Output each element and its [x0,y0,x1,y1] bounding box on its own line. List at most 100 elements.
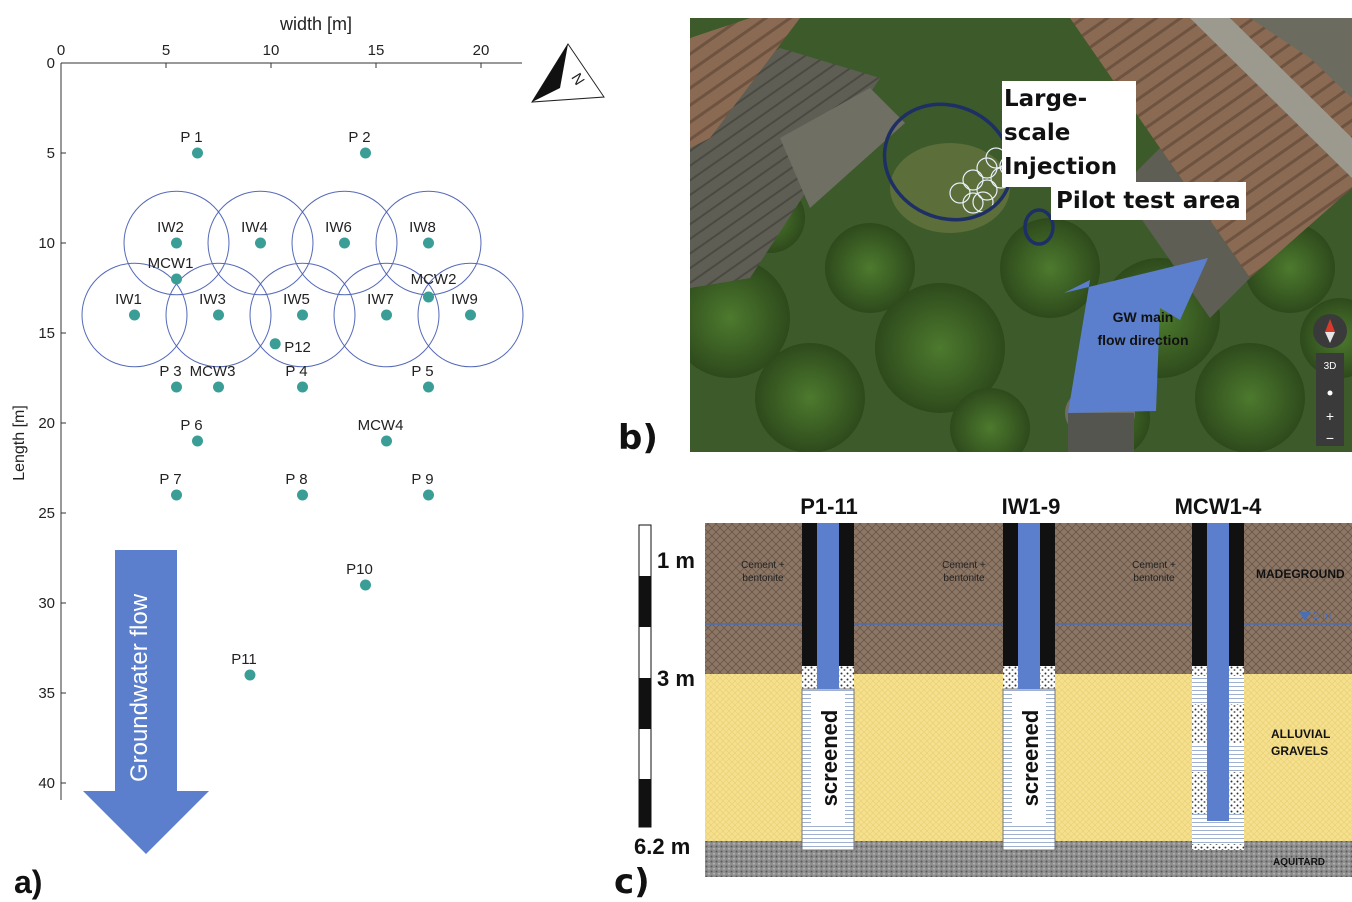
y-axis-title: Length [m] [11,405,28,481]
y-tick-label: 25 [38,505,55,522]
well-iw1-9-column: screened IW1-9 [1002,494,1060,851]
well-point [171,489,182,501]
pilot-test-area-callout: Pilot test area [1051,182,1246,220]
influence-circle [333,262,440,368]
well-point [192,147,203,159]
well-point [171,273,182,285]
well-point [423,291,434,303]
well-label: IW7 [367,291,394,308]
map-controls[interactable]: 3D + − [1313,314,1347,446]
well-label: IW1 [115,291,142,308]
satellite-image: GW main flow direction 3D + − [690,18,1352,452]
well-p1-11-column: screened P1-11 [800,494,858,851]
fill-label-mcw-2: bentonite [1133,573,1175,584]
well-label: P12 [284,339,311,356]
well-label: P 1 [180,129,202,146]
map-3d-button[interactable]: 3D [1324,361,1337,372]
influence-circle [291,190,398,296]
large-scale-injection-callout: Large-scale Injection [1002,81,1136,187]
well-point [297,381,308,393]
groundwater-flow-arrow: Groundwater flow [83,550,209,854]
layer-label-gravels: GRAVELS [1271,744,1328,758]
well-label: P 7 [159,471,181,488]
well-label: P10 [346,561,373,578]
well-point [213,309,224,321]
well-title-p: P1-11 [800,494,858,519]
x-ticks: 0 5 10 15 20 [57,42,490,68]
well-label: P 2 [348,129,370,146]
well-point [255,237,266,249]
large-scale-area-outline [882,102,1014,222]
well-point [192,435,203,447]
well-point [381,435,392,447]
layer-label-aquitard: AQUITARD [1273,857,1325,868]
gw-flow-arrow: GW main flow direction [1064,258,1208,413]
well-layout-map: width [m] Length [m] 0 5 10 15 20 0 5 10 15 20 25… [11,14,605,900]
satellite-photo: GW main flow direction 3D + − Large-scal… [690,18,1352,452]
fill-label-mcw-1: Cement + [1132,560,1176,571]
scale-label-6-2m: 6.2 m [634,834,690,859]
well-point [297,489,308,501]
well-point [360,579,371,591]
well-cross-section: 2 m screened P1-11 screened IW1-9 MCW1-4… [634,494,1352,877]
y-tick-label: 10 [38,235,55,252]
y-ticks: 0 5 10 15 20 25 30 35 40 [38,55,66,792]
fill-label-p-1: Cement + [741,560,785,571]
water-level-label: 2 m [1313,610,1331,622]
y-tick-label: 40 [38,775,55,792]
influence-circle [123,190,230,296]
pilot-area-outline [1023,208,1055,246]
scale-label-3m: 3 m [657,666,695,691]
y-tick-label: 0 [47,55,55,72]
screen-label-iw: screened [1018,710,1043,807]
fill-label-p-2: bentonite [742,573,784,584]
well-label: P11 [231,651,257,668]
well-point [244,669,256,681]
map-locate-icon[interactable] [1327,390,1333,396]
well-point [171,237,182,249]
x-axis-title: width [m] [279,14,352,34]
influence-circle [249,262,356,368]
y-tick-label: 30 [38,595,55,612]
well-label: P 3 [159,363,181,380]
map-zoom-in-button[interactable]: + [1326,408,1334,424]
layer-label-madeground: MADEGROUND [1256,567,1345,581]
fill-label-iw-1: Cement + [942,560,986,571]
well-label: P 6 [180,417,202,434]
well-label: MCW4 [358,417,404,434]
well-label: P 9 [411,471,433,488]
influence-circle [165,262,272,368]
well-title-mcw: MCW1-4 [1175,494,1263,519]
well-label: MCW1 [148,255,194,272]
well-point [339,237,350,249]
depth-scale-bar: 1 m 3 m 6.2 m [634,524,695,859]
callout-line-2: Injection [1004,154,1118,180]
groundwater-flow-label: Groundwater flow [126,593,153,782]
well-point [423,237,434,249]
x-tick-label: 15 [368,42,385,59]
gw-arrow-text-1: GW main [1113,309,1174,325]
x-tick-label: 20 [473,42,490,59]
y-tick-label: 5 [47,145,55,162]
well-label: MCW2 [411,271,457,288]
well-point [213,381,224,393]
influence-circle [417,262,524,368]
north-arrow-icon: N [531,43,605,103]
well-label: IW4 [241,219,268,236]
screen-label-p: screened [817,710,842,807]
y-tick-label: 35 [38,685,55,702]
y-tick-label: 20 [38,415,55,432]
injection-radius-circles [81,190,524,368]
map-zoom-out-button[interactable]: − [1326,430,1334,446]
well-label: IW3 [199,291,226,308]
well-markers: P 1 P 2 IW2 IW4 IW6 IW8 MCW1 MCW2 IW1 IW3 IW5 IW7 IW… [115,129,478,681]
x-tick-label: 5 [162,42,170,59]
well-label: IW9 [451,291,478,308]
well-mcw1-4-column: MCW1-4 [1175,494,1263,850]
well-point [269,338,281,350]
layer-label-alluvial: ALLUVIAL [1271,727,1330,741]
influence-circle [207,190,314,296]
water-level-marker-icon [1299,612,1311,621]
callout-line-1: Large-scale [1004,86,1088,146]
well-label: MCW3 [190,363,236,380]
